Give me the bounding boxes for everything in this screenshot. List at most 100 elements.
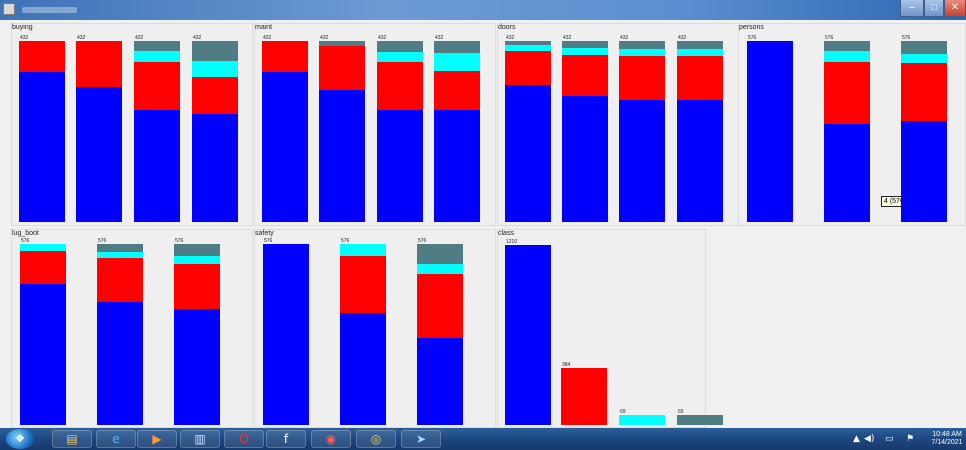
panel-title: lug_boot xyxy=(12,230,39,237)
app-icon xyxy=(3,3,15,15)
bar-count-label: 576 xyxy=(341,238,350,244)
minimize-button[interactable]: – xyxy=(900,0,924,17)
bar-count-label: 432 xyxy=(77,35,86,41)
bar-segment xyxy=(340,244,386,257)
taskbar-weka-icon[interactable]: ▥ xyxy=(180,430,220,448)
bar-segment xyxy=(20,283,66,425)
bar-segment xyxy=(824,51,870,62)
bar-segment xyxy=(19,72,65,222)
histogram-bar[interactable] xyxy=(619,41,665,222)
bar-segment xyxy=(319,46,365,91)
bar-segment xyxy=(174,263,220,310)
panel-title: persons xyxy=(739,24,764,31)
taskbar-opera-icon[interactable]: O xyxy=(224,430,264,448)
histogram-bar[interactable] xyxy=(619,415,665,425)
bar-segment xyxy=(263,244,309,425)
bar-segment xyxy=(505,44,551,51)
bar-segment xyxy=(174,256,220,264)
bar-segment xyxy=(562,47,608,55)
bar-segment xyxy=(619,99,665,222)
histogram-bar[interactable] xyxy=(97,244,143,425)
taskbar-browser-2-icon[interactable]: ◉ xyxy=(311,430,351,448)
bar-count-label: 432 xyxy=(193,35,202,41)
bar-segment xyxy=(377,52,423,62)
bar-segment xyxy=(262,41,308,73)
bar-count-label: 576 xyxy=(825,35,834,41)
bar-segment xyxy=(134,51,180,63)
taskbar-telegram-icon[interactable]: ➤ xyxy=(401,430,441,448)
histogram-bar[interactable] xyxy=(134,41,180,222)
action-center-icon[interactable]: ⚑ xyxy=(906,434,915,444)
clock-time: 10:48 AM xyxy=(932,431,962,438)
histogram-bar[interactable] xyxy=(747,41,793,222)
histogram-bar[interactable] xyxy=(417,244,463,425)
bar-segment xyxy=(619,55,665,100)
histogram-bar[interactable] xyxy=(174,244,220,425)
histogram-bar[interactable] xyxy=(505,41,551,222)
taskbar-facebook-icon[interactable]: f xyxy=(266,430,306,448)
bar-segment xyxy=(174,244,220,257)
histogram-bar[interactable] xyxy=(76,41,122,222)
bar-segment xyxy=(677,415,723,425)
bar-segment xyxy=(901,63,947,121)
bar-segment xyxy=(134,41,180,52)
bar-count-label: 432 xyxy=(506,35,515,41)
taskbar-chrome-icon[interactable]: ◎ xyxy=(356,430,396,448)
bar-segment xyxy=(340,256,386,313)
bar-segment xyxy=(134,109,180,222)
bar-segment xyxy=(97,244,143,252)
bar-segment xyxy=(677,48,723,56)
histogram-bar[interactable] xyxy=(677,41,723,222)
bar-count-label: 432 xyxy=(378,35,387,41)
histogram-bar[interactable] xyxy=(263,244,309,425)
bar-segment xyxy=(824,61,870,124)
histogram-bar[interactable] xyxy=(262,41,308,222)
bar-count-label: 576 xyxy=(748,35,757,41)
bar-segment xyxy=(76,41,122,87)
taskbar-internet-explorer-icon[interactable]: e xyxy=(96,430,136,448)
histogram-bar[interactable] xyxy=(434,41,480,222)
taskbar-explorer-icon[interactable]: ▤ xyxy=(52,430,92,448)
histogram-bar[interactable] xyxy=(377,41,423,222)
network-icon[interactable]: ▭ xyxy=(885,434,894,444)
panel-title: doors xyxy=(498,24,516,31)
bar-segment xyxy=(505,245,551,425)
histogram-bar[interactable] xyxy=(562,41,608,222)
bar-count-label: 432 xyxy=(263,35,272,41)
start-button[interactable]: ❖ xyxy=(6,429,34,449)
histogram-bar[interactable] xyxy=(19,41,65,222)
bar-segment xyxy=(561,368,607,425)
bar-count-label: 432 xyxy=(620,35,629,41)
bar-segment xyxy=(340,312,386,425)
histogram-bar[interactable] xyxy=(192,41,238,222)
bar-count-label: 576 xyxy=(902,35,911,41)
bar-count-label: 576 xyxy=(98,238,107,244)
bar-segment xyxy=(417,244,463,265)
bar-count-label: 432 xyxy=(20,35,29,41)
bar-segment xyxy=(434,109,480,222)
bar-segment xyxy=(505,41,551,45)
histogram-bar[interactable] xyxy=(561,368,607,425)
show-hidden-icons-icon[interactable]: ▲ xyxy=(853,434,860,444)
maximize-button[interactable]: □ xyxy=(924,0,944,17)
histogram-bar[interactable] xyxy=(505,245,551,425)
volume-icon[interactable]: ◀) xyxy=(864,434,875,444)
bar-segment xyxy=(434,71,480,110)
taskbar-media-player-icon[interactable]: ▶ xyxy=(137,430,177,448)
bar-count-label: 576 xyxy=(418,238,427,244)
bar-segment xyxy=(417,337,463,425)
histogram-bar[interactable] xyxy=(901,41,947,222)
histogram-bar[interactable] xyxy=(677,415,723,425)
histogram-bar[interactable] xyxy=(824,41,870,222)
histogram-bar[interactable] xyxy=(319,41,365,222)
bar-segment xyxy=(192,60,238,78)
histogram-bar[interactable] xyxy=(340,244,386,425)
bar-segment xyxy=(824,123,870,222)
histogram-bar[interactable] xyxy=(20,244,66,425)
bar-count-label: 65 xyxy=(678,409,684,415)
panel-title: buying xyxy=(12,24,33,31)
bar-count-label: 576 xyxy=(264,238,273,244)
title-bar: – □ ✕ xyxy=(0,0,966,20)
close-button[interactable]: ✕ xyxy=(944,0,966,17)
system-clock[interactable]: 10:48 AM 7/14/2021 xyxy=(930,431,964,447)
